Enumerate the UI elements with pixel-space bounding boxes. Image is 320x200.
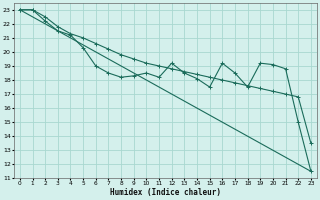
X-axis label: Humidex (Indice chaleur): Humidex (Indice chaleur) xyxy=(110,188,221,197)
